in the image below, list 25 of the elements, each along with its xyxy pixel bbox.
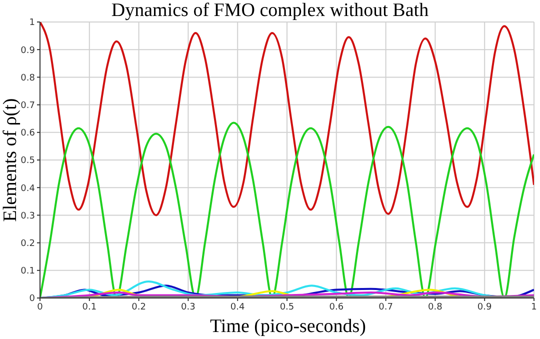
- y-tick-label: 0.1: [20, 266, 35, 277]
- x-tick-label: 0.5: [280, 302, 294, 312]
- y-tick-label: 0.2: [20, 238, 35, 249]
- x-tick-label: 0.6: [329, 302, 344, 312]
- y-tick-label: 0.5: [20, 156, 35, 166]
- y-tick-label: 0.4: [20, 184, 36, 194]
- y-tick-label: 0: [29, 294, 36, 304]
- y-tick-label: 0.7: [20, 100, 35, 111]
- y-tick-label: 0.3: [20, 211, 35, 222]
- x-tick-label: 0.1: [82, 302, 97, 312]
- chart-title: Dynamics of FMO complex without Bath: [111, 0, 429, 21]
- x-tick-label: 0.4: [230, 302, 246, 312]
- y-tick-label: 0.9: [20, 46, 36, 56]
- x-tick-label: 0.9: [477, 302, 492, 312]
- x-axis-title: Time (pico-seconds): [208, 316, 368, 338]
- y-axis-title: Elements of ρ(t): [0, 98, 21, 222]
- x-tick-label: 0.7: [378, 302, 393, 312]
- x-tick-label: 0: [37, 302, 44, 312]
- x-tick-label: 1: [531, 302, 537, 312]
- y-tick-label: 0.8: [20, 73, 36, 84]
- x-tick-label: 0.2: [132, 302, 146, 312]
- y-tick-label: 0.6: [20, 128, 36, 139]
- x-tick-label: 0.8: [428, 302, 443, 312]
- x-tick-label: 0.3: [181, 302, 196, 312]
- y-tick-label: 1: [29, 18, 35, 28]
